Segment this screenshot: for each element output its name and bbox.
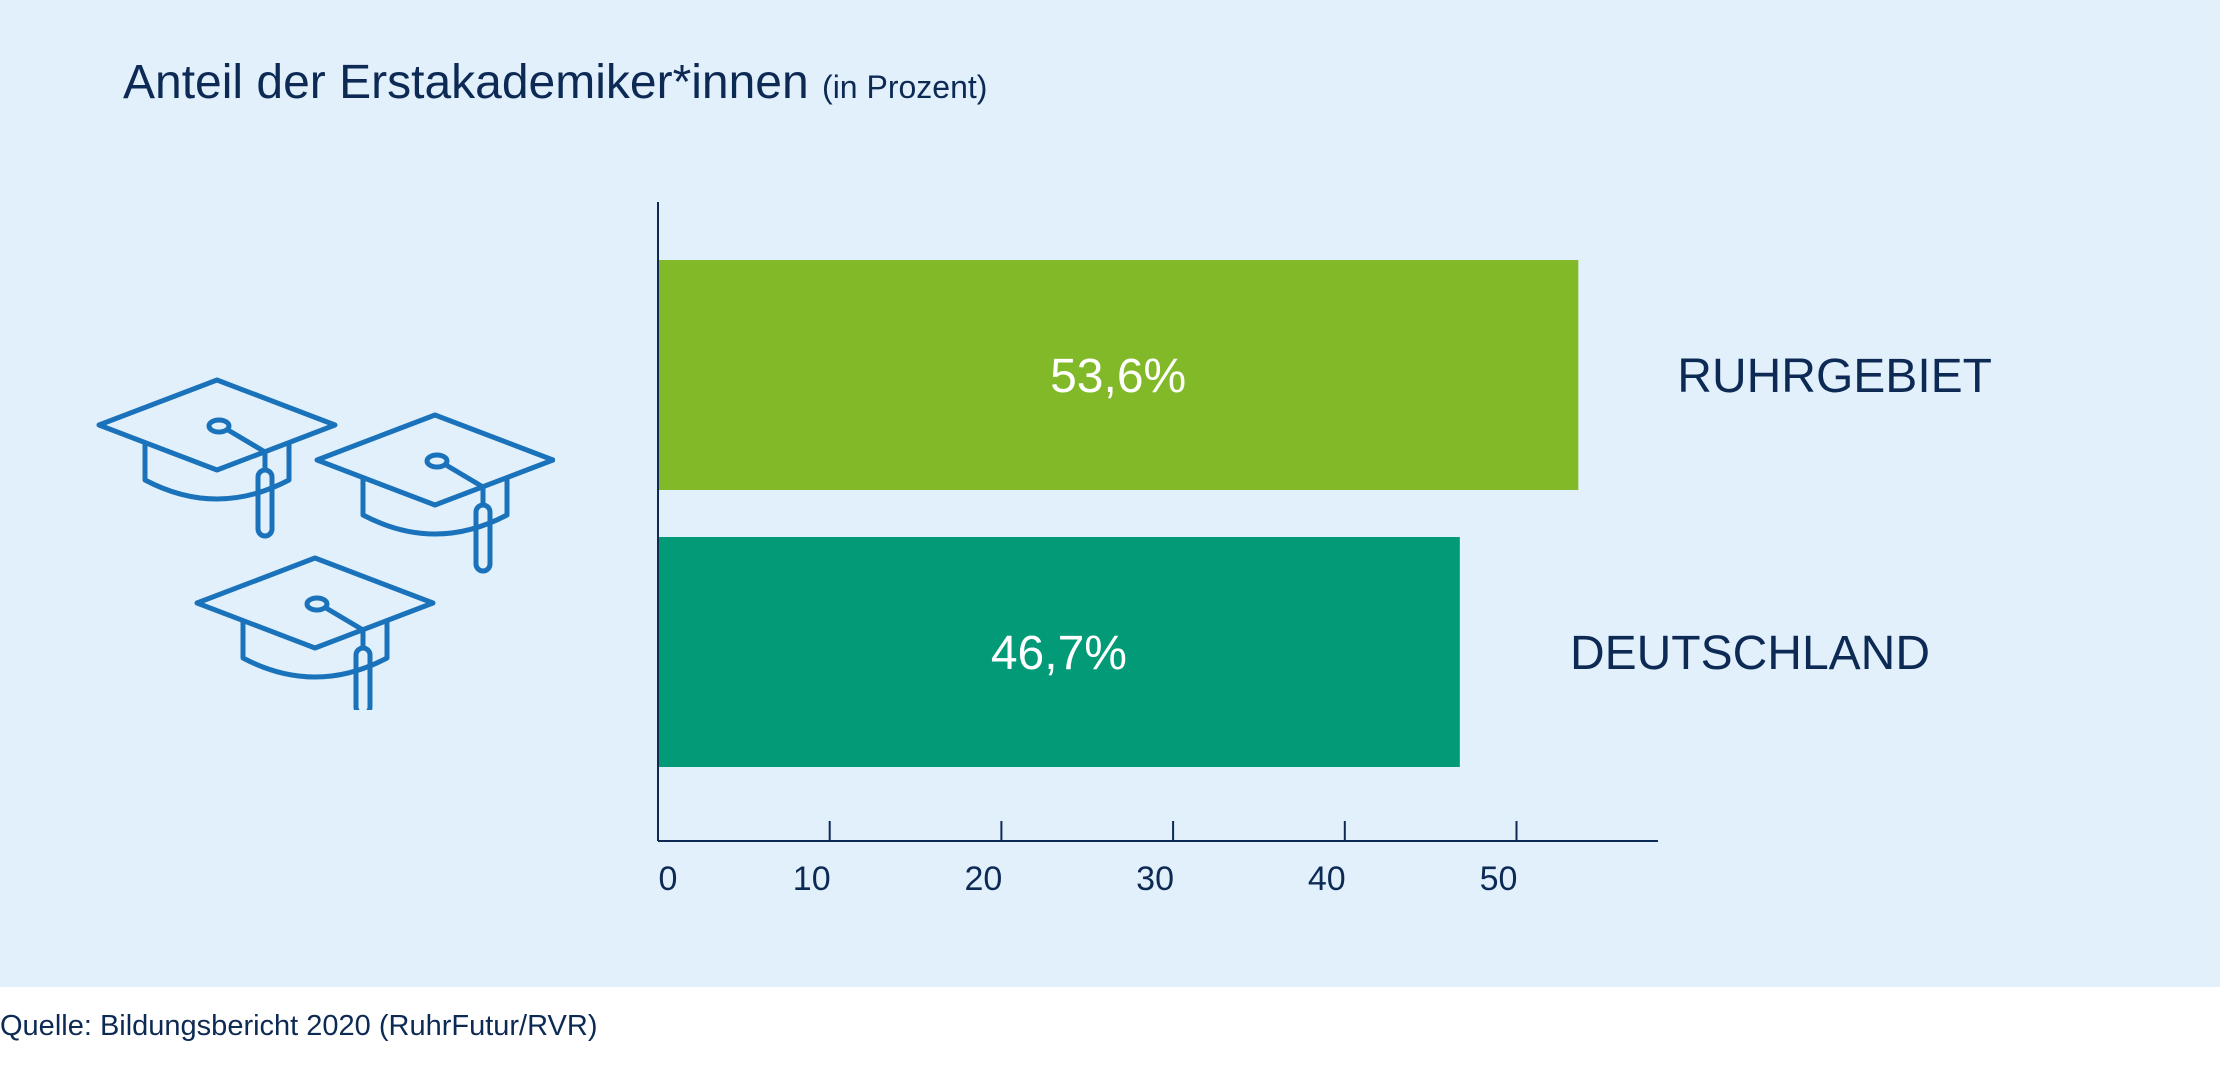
bar-ruhrgebiet — [658, 260, 1579, 490]
graduation-caps-icon — [96, 377, 555, 710]
chart-panel — [0, 0, 2220, 987]
category-label: DEUTSCHLAND — [1570, 627, 1930, 680]
bar-value-label: 46,7% — [991, 627, 1127, 680]
x-tick-label: 30 — [1136, 860, 1174, 898]
chart-title: Anteil der Erstakademiker*innen (in Proz… — [123, 55, 987, 110]
bar-value-label: 53,6% — [1050, 350, 1186, 403]
x-tick-label: 40 — [1308, 860, 1346, 898]
x-tick-label: 50 — [1480, 860, 1518, 898]
x-tick-label: 10 — [793, 860, 831, 898]
x-tick-label: 20 — [964, 860, 1002, 898]
bar-chart: 53,6% RUHRGEBIET 46,7% DEUTSCHLAND 0 10 20 30 40… — [657, 202, 1992, 898]
category-label: RUHRGEBIET — [1677, 350, 1992, 403]
bar-deutschland — [658, 537, 1460, 767]
title-main: Anteil der Erstakademiker*innen — [123, 56, 809, 109]
x-tick-label: 0 — [659, 860, 678, 898]
source-note: Quelle: Bildungsbericht 2020 (RuhrFutur/… — [0, 1010, 598, 1042]
title-unit: (in Prozent) — [822, 69, 988, 105]
